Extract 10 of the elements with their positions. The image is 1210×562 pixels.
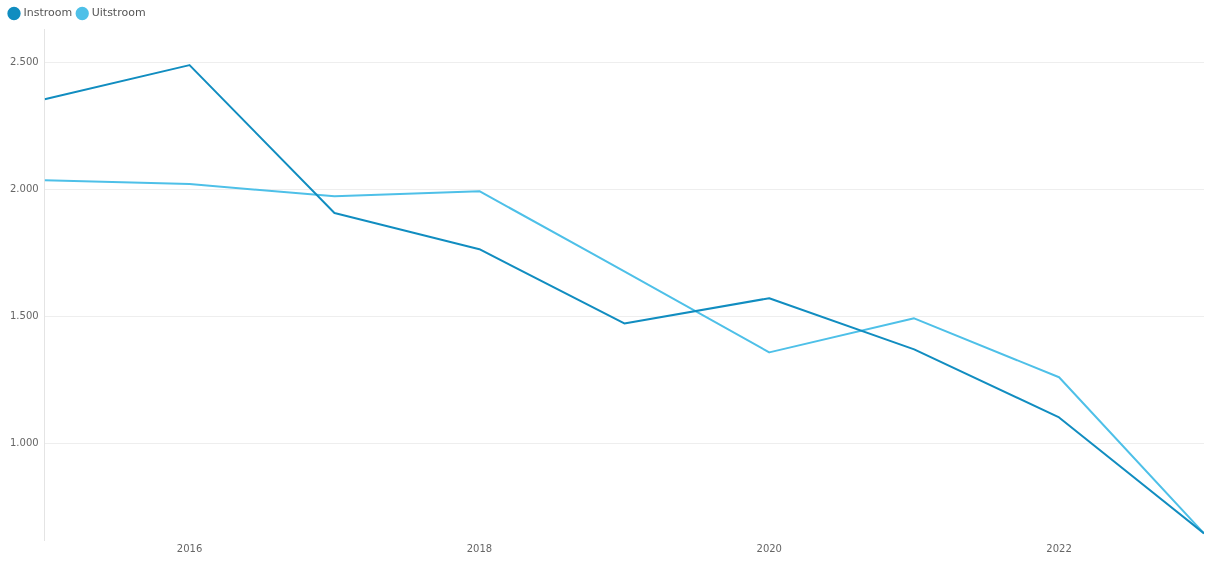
- x-tick-label: 2018: [466, 542, 493, 554]
- y-tick-label: 1.000: [9, 436, 39, 448]
- legend-label: Instroom: [23, 6, 73, 20]
- x-tick-label: 2022: [1046, 542, 1072, 554]
- x-tick-label: 2016: [176, 542, 203, 554]
- x-tick-label: 2020: [756, 542, 782, 554]
- y-tick-label: 1.500: [9, 309, 39, 321]
- legend-label: Uitstroom: [91, 6, 146, 20]
- y-tick-label: 2.500: [9, 55, 39, 67]
- y-tick-label: 2.000: [9, 182, 39, 194]
